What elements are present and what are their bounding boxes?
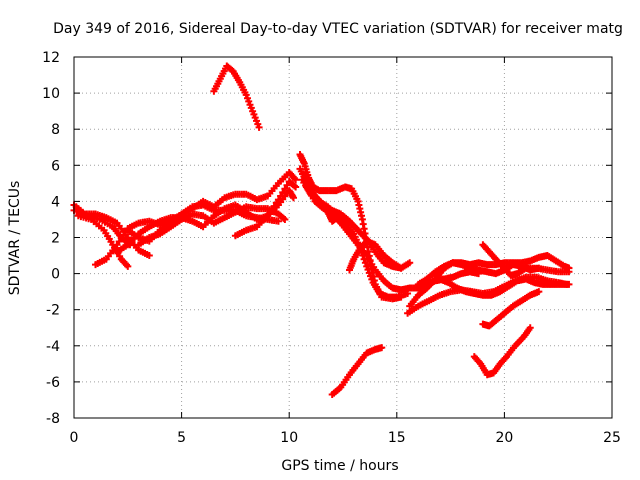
series-s19 bbox=[414, 252, 573, 288]
data-point bbox=[124, 262, 132, 270]
data-point bbox=[274, 217, 282, 225]
data-point bbox=[292, 176, 300, 184]
x-tick-label: 15 bbox=[388, 430, 406, 446]
chart-title: Day 349 of 2016, Sidereal Day-to-day VTE… bbox=[53, 21, 623, 37]
data-point bbox=[378, 344, 386, 352]
y-tick-label: 2 bbox=[51, 231, 60, 247]
data-point bbox=[535, 288, 543, 296]
series-s14 bbox=[307, 187, 341, 225]
y-tick-label: -4 bbox=[46, 339, 60, 355]
x-tick-label: 5 bbox=[177, 430, 186, 446]
data-point bbox=[281, 215, 289, 223]
series-s23 bbox=[470, 324, 534, 379]
series-s22 bbox=[479, 288, 543, 330]
y-tick-label: -6 bbox=[46, 375, 60, 391]
series-s7 bbox=[135, 203, 289, 249]
y-tick-label: 8 bbox=[51, 122, 60, 138]
data-point bbox=[397, 264, 405, 272]
y-tick-label: -8 bbox=[46, 411, 60, 427]
series-s21 bbox=[479, 241, 573, 279]
data-point bbox=[361, 259, 369, 267]
data-point bbox=[281, 185, 289, 193]
x-tick-label: 20 bbox=[495, 430, 513, 446]
series-s15 bbox=[346, 237, 405, 274]
data-point bbox=[292, 183, 300, 191]
y-tick-label: -2 bbox=[46, 303, 60, 319]
series-s3 bbox=[74, 212, 132, 270]
series-s20 bbox=[436, 275, 573, 299]
data-point bbox=[565, 268, 573, 276]
series-s9 bbox=[210, 62, 263, 131]
series-s8 bbox=[231, 187, 298, 240]
axis-ticks: 0 5 10 15 20 25 -8 -6 -4 -2 0 2 4 6 8 10 12 bbox=[42, 50, 621, 446]
data-point bbox=[290, 182, 298, 190]
x-tick-label: 0 bbox=[70, 430, 79, 446]
data-point bbox=[145, 252, 153, 260]
y-tick-label: 12 bbox=[42, 50, 60, 66]
data-point bbox=[526, 324, 534, 332]
y-tick-label: 4 bbox=[51, 194, 60, 210]
data-point bbox=[406, 259, 414, 267]
data-point bbox=[279, 188, 287, 196]
data-series-group bbox=[70, 62, 573, 398]
y-axis-label: SDTVAR / TECUs bbox=[7, 181, 23, 296]
series-s16 bbox=[328, 344, 386, 398]
data-point bbox=[280, 214, 288, 222]
y-tick-label: 0 bbox=[51, 267, 60, 283]
y-tick-label: 6 bbox=[51, 158, 60, 174]
data-point bbox=[565, 280, 573, 288]
x-axis-label: GPS time / hours bbox=[281, 458, 398, 474]
data-point bbox=[255, 123, 263, 131]
x-tick-label: 10 bbox=[280, 430, 298, 446]
data-point bbox=[290, 194, 298, 202]
x-tick-label: 25 bbox=[603, 430, 621, 446]
y-tick-label: 10 bbox=[42, 86, 60, 102]
data-point bbox=[333, 214, 341, 222]
